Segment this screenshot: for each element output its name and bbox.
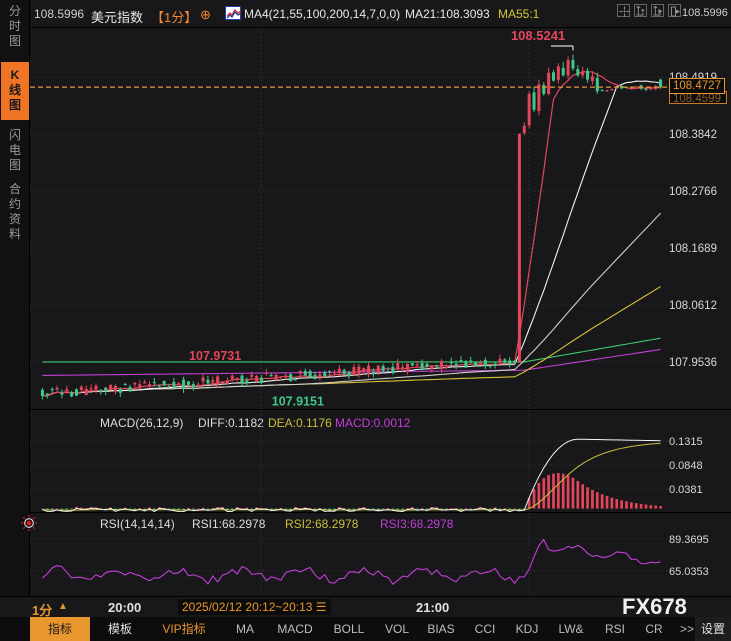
svg-text:107.9151: 107.9151: [272, 395, 324, 409]
svg-text:108.5241: 108.5241: [511, 28, 565, 43]
svg-text:107.9731: 107.9731: [189, 349, 241, 363]
svg-text:65.0353: 65.0353: [669, 566, 709, 578]
svg-text:108.1689: 108.1689: [669, 243, 717, 255]
svg-text:0.0381: 0.0381: [669, 484, 703, 496]
svg-text:0.0848: 0.0848: [669, 460, 703, 472]
svg-text:0.1315: 0.1315: [669, 436, 703, 448]
svg-text:89.3695: 89.3695: [669, 534, 709, 546]
svg-text:108.2766: 108.2766: [669, 186, 717, 198]
svg-text:107.9536: 107.9536: [669, 357, 717, 369]
svg-text:108.0612: 108.0612: [669, 300, 717, 312]
svg-text:108.3842: 108.3842: [669, 129, 717, 141]
